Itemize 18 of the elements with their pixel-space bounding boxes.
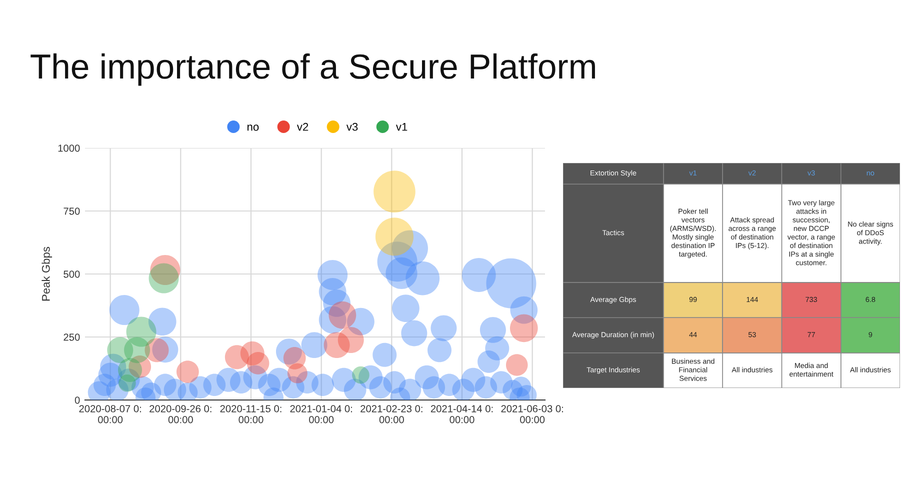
y-tick-label: 1000 (58, 144, 80, 152)
legend-label: v3 (346, 122, 358, 131)
y-tick-label: 500 (64, 270, 80, 278)
chart-title: The importance of a Secure Platform (30, 53, 595, 86)
y-tick-label: 0 (74, 396, 80, 404)
y-axis-title: Peak Gbps (42, 246, 52, 301)
x-tick-label: 2021-02-23 0: 00:00 (360, 405, 422, 424)
legend-label: no (248, 124, 259, 131)
x-tick-label: 2021-06-03 0: 00:00 (501, 405, 563, 424)
legend-label: v2 (296, 122, 308, 131)
y-tick-label: 250 (64, 334, 80, 341)
legend-label: v1 (396, 123, 408, 131)
x-tick-label: 2020-09-26 0: 00:00 (150, 405, 212, 424)
x-tick-label: 2020-11-15 0: 00:00 (220, 405, 282, 424)
x-tick-label: 2021-01-04 0: 00:00 (290, 405, 352, 424)
x-tick-label: 2020-08-07 0: 00:00 (79, 405, 141, 424)
y-tick-label: 750 (64, 208, 80, 215)
x-tick-label: 2021-04-14 0: 00:00 (430, 405, 493, 424)
